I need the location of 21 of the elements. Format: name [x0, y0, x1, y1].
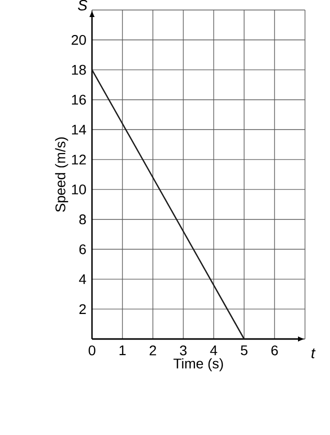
- y-tick-label: 4: [79, 274, 86, 284]
- x-axis-title: Time (s): [174, 358, 223, 372]
- y-tick-label: 12: [72, 154, 86, 164]
- text: t: [312, 348, 316, 358]
- y-axis-title: Speed (m/s): [55, 137, 68, 212]
- y-tick-label: 8: [79, 214, 86, 224]
- x-tick-label: 1: [120, 346, 126, 356]
- y-tick-label: 16: [72, 94, 86, 105]
- y-tick-label: 18: [72, 64, 86, 75]
- y-tick-label: 2: [79, 304, 86, 314]
- y-tick-label: 14: [72, 124, 86, 134]
- x-tick-label: 2: [150, 345, 156, 356]
- y-tick-label: 10: [72, 184, 86, 194]
- x-tick-label: 5: [240, 346, 248, 356]
- x-tick-label: 0: [88, 345, 96, 356]
- text: S: [78, 0, 88, 10]
- y-tick-label: 6: [79, 244, 86, 254]
- x-tick-label: 6: [271, 345, 278, 356]
- x-tick-label: 3: [180, 345, 187, 356]
- x-tick-label: 4: [210, 346, 218, 356]
- y-tick-label: 20: [72, 34, 86, 45]
